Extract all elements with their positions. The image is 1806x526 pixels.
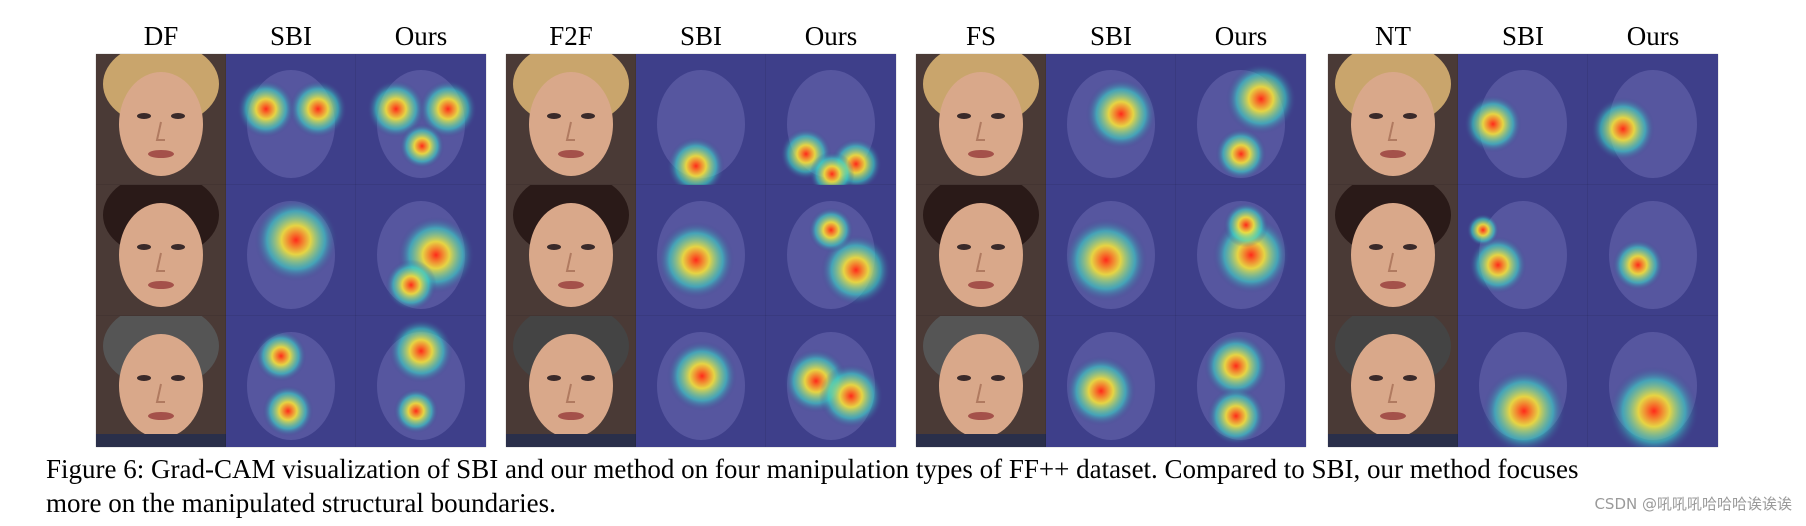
panel-df: DF SBI Ours <box>96 18 486 448</box>
image-grid <box>916 54 1306 447</box>
face-photo <box>916 316 1046 447</box>
gradcam-heatmap <box>1458 185 1588 316</box>
gradcam-heatmap <box>1588 54 1718 185</box>
face-photo <box>96 185 226 316</box>
gradcam-heatmap <box>226 185 356 316</box>
gradcam-heatmap <box>1046 54 1176 185</box>
column-label-ours: Ours <box>1214 21 1268 51</box>
gradcam-heatmap <box>356 54 486 185</box>
caption-line-2: more on the manipulated structural bound… <box>46 488 556 518</box>
column-label-ours: Ours <box>1626 21 1680 51</box>
gradcam-heatmap <box>1588 316 1718 447</box>
column-label-ours: Ours <box>394 21 448 51</box>
gradcam-heatmap <box>1046 316 1176 447</box>
column-labels: DF SBI Ours <box>96 18 486 54</box>
gradcam-heatmap <box>636 185 766 316</box>
column-label-ours: Ours <box>804 21 858 51</box>
gradcam-heatmap <box>226 316 356 447</box>
column-label-source: NT <box>1375 21 1411 51</box>
panel-f2f: F2F SBI Ours <box>506 18 896 448</box>
face-photo <box>1328 316 1458 447</box>
face-photo <box>96 54 226 185</box>
column-labels: NT SBI Ours <box>1328 18 1718 54</box>
panel-fs: FS SBI Ours <box>916 18 1306 448</box>
gradcam-heatmap <box>226 54 356 185</box>
face-photo <box>916 54 1046 185</box>
gradcam-heatmap <box>1176 54 1306 185</box>
face-photo <box>96 316 226 447</box>
column-label-sbi: SBI <box>679 21 723 51</box>
column-label-sbi: SBI <box>1089 21 1133 51</box>
gradcam-heatmap <box>356 185 486 316</box>
gradcam-heatmap <box>1046 185 1176 316</box>
face-photo <box>1328 54 1458 185</box>
face-photo <box>1328 185 1458 316</box>
watermark: CSDN @吼吼吼哈哈哈诶诶诶 <box>1594 495 1792 513</box>
face-photo <box>506 54 636 185</box>
column-label-source: DF <box>143 21 179 51</box>
column-label-sbi: SBI <box>1501 21 1545 51</box>
gradcam-heatmap <box>766 316 896 447</box>
gradcam-heatmap <box>766 54 896 185</box>
gradcam-heatmap <box>1176 185 1306 316</box>
column-label-sbi: SBI <box>269 21 313 51</box>
gradcam-heatmap <box>356 316 486 447</box>
gradcam-heatmap <box>766 185 896 316</box>
gradcam-heatmap <box>1588 185 1718 316</box>
column-labels: F2F SBI Ours <box>506 18 896 54</box>
caption-line-1: Figure 6: Grad-CAM visualization of SBI … <box>46 454 1579 484</box>
face-photo <box>506 185 636 316</box>
image-grid <box>96 54 486 447</box>
gradcam-heatmap <box>1176 316 1306 447</box>
gradcam-heatmap <box>636 54 766 185</box>
image-grid <box>1328 54 1718 447</box>
image-grid <box>506 54 896 447</box>
column-label-source: FS <box>965 21 997 51</box>
gradcam-heatmap <box>1458 316 1588 447</box>
gradcam-heatmap <box>636 316 766 447</box>
panel-nt: NT SBI Ours <box>1328 18 1718 448</box>
column-label-source: F2F <box>549 21 593 51</box>
face-photo <box>506 316 636 447</box>
figure-caption: Figure 6: Grad-CAM visualization of SBI … <box>46 452 1786 520</box>
column-labels: FS SBI Ours <box>916 18 1306 54</box>
gradcam-heatmap <box>1458 54 1588 185</box>
face-photo <box>916 185 1046 316</box>
